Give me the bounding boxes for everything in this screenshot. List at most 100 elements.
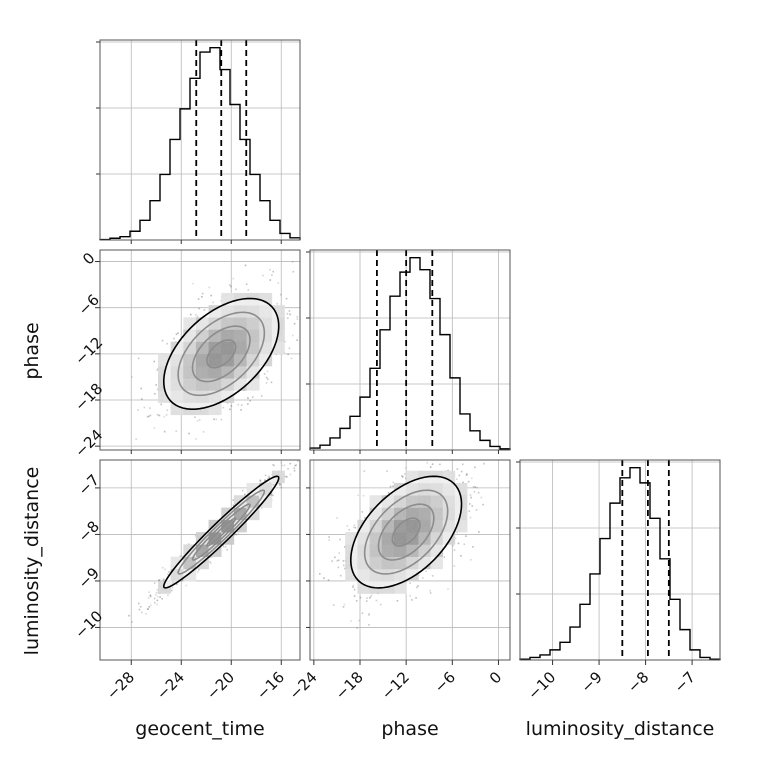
scatter-point bbox=[366, 597, 368, 599]
histogram-steps bbox=[519, 466, 721, 660]
scatter-point bbox=[208, 286, 211, 289]
y-tick-label-luminosity-distance: −9 bbox=[75, 564, 103, 592]
histogram-steps bbox=[309, 256, 511, 450]
scatter-point bbox=[149, 414, 152, 417]
scatter-point bbox=[149, 595, 152, 598]
scatter-point bbox=[468, 510, 471, 512]
scatter-point bbox=[143, 406, 146, 409]
scatter-point bbox=[287, 353, 289, 356]
scatter-point bbox=[439, 463, 441, 466]
scatter-point bbox=[185, 584, 188, 587]
scatter-point bbox=[387, 491, 390, 494]
scatter-point bbox=[279, 483, 282, 486]
scatter-point bbox=[264, 474, 267, 477]
scatter-point bbox=[137, 409, 139, 411]
x-tick-label-geocent-time: −24 bbox=[153, 668, 188, 703]
scatter-point bbox=[404, 473, 406, 475]
histogram-panel-luminosity-distance bbox=[516, 459, 721, 661]
scatter-point bbox=[328, 536, 330, 538]
scatter-point bbox=[232, 499, 235, 501]
scatter-point bbox=[460, 555, 462, 557]
x-tick-label-geocent-time: −28 bbox=[103, 668, 138, 703]
scatter-point bbox=[251, 396, 254, 398]
scatter-point bbox=[332, 604, 335, 606]
scatter-point bbox=[259, 479, 262, 482]
scatter-point bbox=[375, 599, 378, 602]
scatter-point bbox=[192, 282, 194, 285]
scatter-point bbox=[460, 470, 463, 473]
scatter-point bbox=[353, 588, 356, 591]
scatter-point bbox=[244, 264, 247, 267]
scatter-point bbox=[342, 560, 345, 562]
scatter-point bbox=[158, 414, 161, 417]
y-tick-label-phase: −18 bbox=[71, 380, 106, 415]
scatter-point bbox=[220, 299, 222, 302]
scatter-point bbox=[176, 583, 178, 586]
scatter-point bbox=[235, 533, 238, 536]
scatter-point bbox=[386, 470, 388, 473]
scatter-point bbox=[417, 585, 419, 587]
scatter-point bbox=[163, 578, 165, 581]
scatter-point bbox=[146, 608, 149, 610]
scatter-point bbox=[328, 539, 331, 541]
scatter-point bbox=[344, 567, 346, 570]
scatter-point bbox=[285, 475, 287, 478]
scatter-point bbox=[392, 481, 395, 484]
scatter-point bbox=[194, 535, 197, 537]
scatter-point bbox=[431, 458, 433, 460]
scatter-point bbox=[131, 621, 133, 623]
scatter-point bbox=[302, 297, 304, 299]
scatter-point bbox=[343, 564, 345, 567]
scatter-point bbox=[379, 603, 382, 606]
scatter-point bbox=[363, 470, 366, 472]
x-tick-label-phase: −24 bbox=[286, 668, 321, 703]
scatter-point bbox=[198, 419, 201, 421]
scatter-point bbox=[276, 302, 279, 305]
scatter-point bbox=[370, 595, 372, 597]
scatter-point bbox=[336, 559, 339, 562]
scatter-point bbox=[272, 494, 274, 497]
scatter-point bbox=[260, 395, 263, 397]
scatter-point bbox=[304, 444, 306, 446]
scatter-point bbox=[279, 293, 282, 296]
scatter-point bbox=[295, 464, 297, 466]
scatter-point bbox=[156, 599, 159, 602]
panel-frame bbox=[99, 39, 301, 241]
scatter-point bbox=[472, 486, 475, 488]
scatter-point bbox=[456, 478, 458, 480]
scatter-panel-geocent-time-vs-luminosity-distance bbox=[99, 444, 306, 661]
scatter-point bbox=[158, 579, 160, 581]
scatter-point bbox=[357, 494, 359, 497]
scatter-point bbox=[187, 543, 190, 545]
scatter-point bbox=[323, 577, 325, 579]
scatter-point bbox=[288, 347, 291, 350]
scatter-panel-phase-vs-luminosity-distance bbox=[309, 458, 511, 661]
scatter-point bbox=[135, 438, 137, 440]
scatter-point bbox=[179, 555, 182, 557]
scatter-point bbox=[443, 556, 446, 558]
scatter-point bbox=[246, 397, 249, 399]
scatter-point bbox=[465, 474, 468, 476]
scatter-point bbox=[154, 392, 156, 395]
scatter-point bbox=[167, 594, 169, 597]
scatter-point bbox=[262, 274, 264, 277]
scatter-point bbox=[163, 415, 166, 418]
scatter-point bbox=[149, 604, 152, 607]
scatter-point bbox=[245, 283, 248, 286]
scatter-point bbox=[343, 603, 346, 606]
scatter-point bbox=[148, 606, 151, 608]
scatter-point bbox=[401, 475, 403, 477]
x-tick-label-phase: −18 bbox=[332, 668, 367, 703]
contour-level bbox=[162, 475, 280, 589]
y-tick-label-luminosity-distance: −8 bbox=[75, 517, 103, 545]
scatter-point bbox=[140, 387, 142, 390]
scatter-point bbox=[156, 603, 159, 606]
scatter-point bbox=[209, 560, 211, 563]
y-tick-label-phase: −24 bbox=[71, 426, 106, 461]
scatter-point bbox=[266, 378, 269, 381]
scatter-point bbox=[222, 406, 225, 409]
scatter-point bbox=[277, 282, 280, 284]
scatter-point bbox=[233, 533, 236, 536]
scatter-point bbox=[291, 334, 294, 337]
scatter-point bbox=[471, 505, 474, 507]
